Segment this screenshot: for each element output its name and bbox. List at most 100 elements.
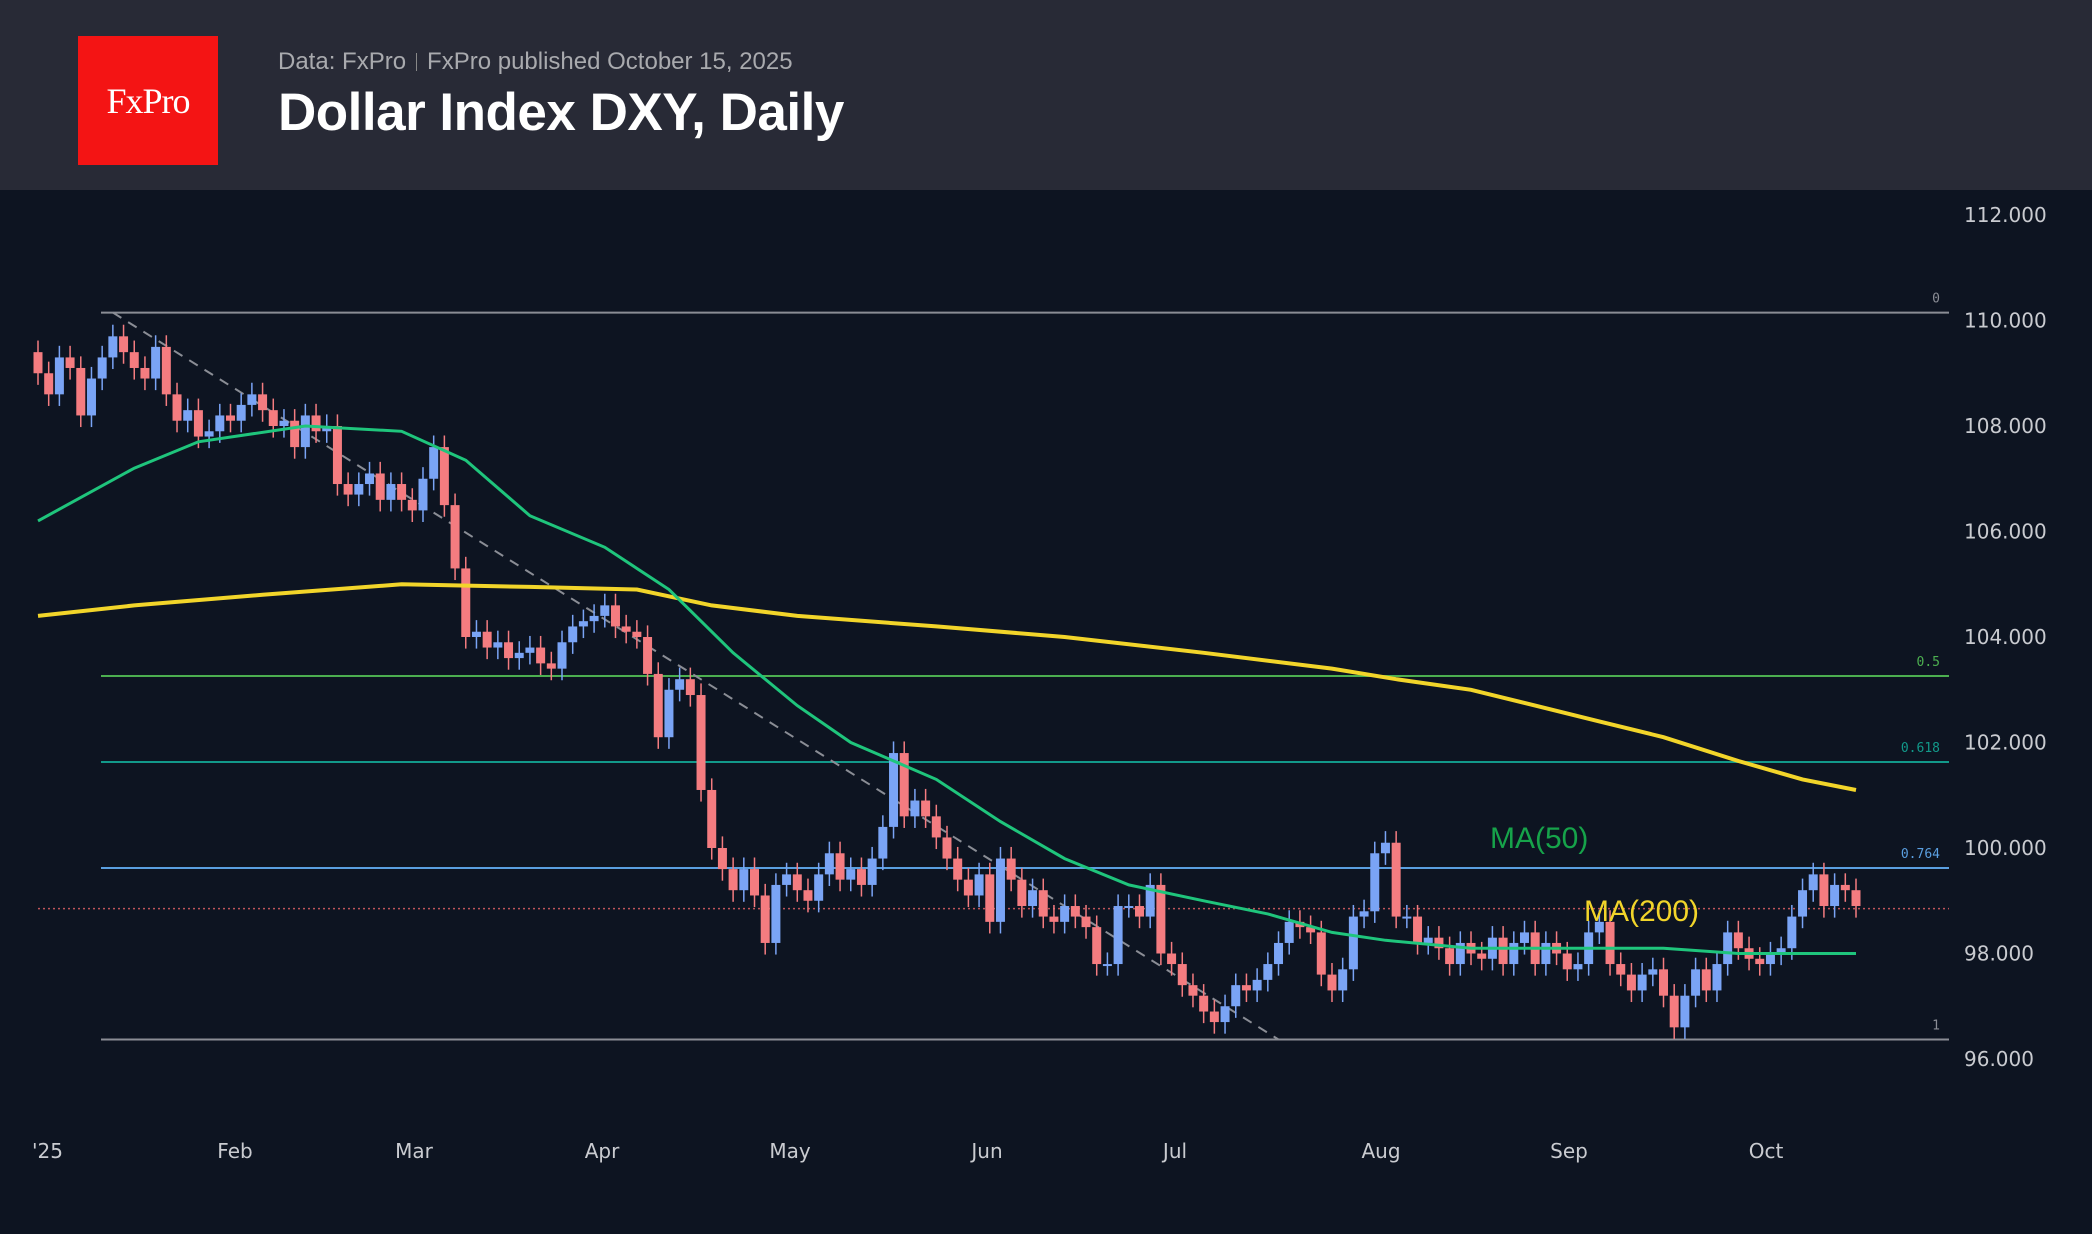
candle-up (386, 484, 396, 500)
candle-down (1241, 985, 1251, 991)
y-tick-label: 102.000 (1964, 731, 2047, 755)
candle-down (931, 816, 941, 838)
x-tick-label: Feb (217, 1139, 252, 1163)
candle-up (578, 621, 588, 627)
candle-down (44, 373, 54, 395)
candle-down (685, 679, 695, 696)
candle-down (1199, 995, 1209, 1012)
candle-up (782, 874, 792, 885)
candle-down (1840, 884, 1850, 891)
candle-up (1765, 953, 1775, 965)
candle-down (760, 895, 770, 943)
candle-down (268, 410, 278, 426)
candle-down (653, 673, 663, 738)
candle-up (739, 869, 749, 891)
candle-down (707, 789, 717, 848)
candle-down (439, 447, 449, 506)
candle-up (1359, 911, 1369, 917)
candle-up (1263, 964, 1273, 980)
x-tick-label: Mar (395, 1139, 434, 1163)
x-tick-label: May (769, 1139, 811, 1163)
candle-down (985, 874, 995, 922)
candle-down (1733, 932, 1743, 949)
candle-down (1477, 953, 1487, 959)
x-tick-label: Apr (585, 1139, 620, 1163)
candle-down (375, 473, 385, 500)
candle-down (193, 410, 203, 437)
candle-down (963, 879, 973, 896)
candle-down (311, 415, 321, 432)
candle-down (610, 605, 620, 627)
candle-down (1755, 958, 1765, 965)
candle-down (1049, 916, 1059, 922)
candle-down (1134, 906, 1144, 917)
candle-up (215, 415, 225, 432)
candle-up (1776, 948, 1786, 954)
candle-down (450, 505, 460, 569)
candle-up (910, 800, 920, 817)
candlestick-chart: 0 0.5 0.618 0.764 1 112.000 110.000 108.000 106… (32, 203, 2047, 1163)
candle-up (974, 874, 984, 896)
y-tick-label: 98.000 (1964, 942, 2034, 966)
candle-up (1274, 942, 1284, 965)
candle-down (258, 394, 268, 411)
published-date: FxPro published October 15, 2025 (427, 48, 793, 75)
candle-up (1370, 853, 1380, 912)
y-tick-label: 96.000 (1964, 1047, 2034, 1071)
x-tick-label: '25 (32, 1139, 63, 1163)
candle-down (1659, 969, 1669, 996)
candle-down (1391, 842, 1401, 917)
candle-down (1445, 948, 1455, 965)
candle-up (1519, 932, 1529, 943)
candle-up (664, 689, 674, 738)
candle-down (696, 695, 706, 790)
candle-down (1092, 927, 1102, 965)
candle-up (889, 753, 899, 827)
candle-up (1648, 969, 1658, 975)
y-tick-label: 106.000 (1964, 520, 2047, 544)
candle-up (365, 473, 375, 485)
candle-up (525, 647, 535, 653)
candle-up (1455, 942, 1465, 965)
candle-up (300, 415, 310, 448)
candle-up (600, 605, 610, 616)
candle-down (899, 753, 909, 817)
candle-down (1209, 1011, 1219, 1023)
candle-up (1423, 937, 1433, 943)
fib-level-label: 0 (1932, 292, 1940, 307)
candle-up (568, 626, 578, 643)
candle-up (54, 357, 64, 395)
candle-down (76, 367, 86, 416)
candle-down (1819, 874, 1829, 907)
candle-up (429, 447, 439, 479)
candle-down (1038, 890, 1048, 917)
ma200-label: MA(200) (1584, 895, 1699, 928)
candle-down (953, 858, 963, 880)
candle-down (942, 837, 952, 859)
candle-down (129, 352, 139, 368)
candle-up (1028, 890, 1038, 907)
candle-up (514, 652, 524, 659)
candle-down (1177, 964, 1187, 986)
candle-up (1060, 906, 1070, 922)
candle-down (1626, 974, 1636, 991)
candle-up (279, 420, 289, 426)
subtitle: Data: FxPro FxPro published October 15, 2… (278, 48, 793, 76)
candle-up (1402, 916, 1412, 919)
candle-down (407, 499, 417, 511)
candle-down (482, 631, 492, 648)
candle-down (65, 357, 75, 368)
candle-up (1798, 890, 1808, 917)
candle-up (1231, 985, 1241, 1007)
y-tick-label: 112.000 (1964, 203, 2047, 227)
candle-down (1017, 879, 1027, 907)
candle-up (1723, 932, 1733, 965)
candle-up (1830, 884, 1840, 907)
candle-up (1573, 964, 1583, 970)
candle-up (1509, 942, 1519, 965)
candle-up (1787, 916, 1797, 949)
candle-down (1616, 964, 1626, 975)
candle-up (418, 478, 428, 511)
logo-text: FxPro (106, 80, 190, 121)
ma50-line (37, 424, 1856, 955)
